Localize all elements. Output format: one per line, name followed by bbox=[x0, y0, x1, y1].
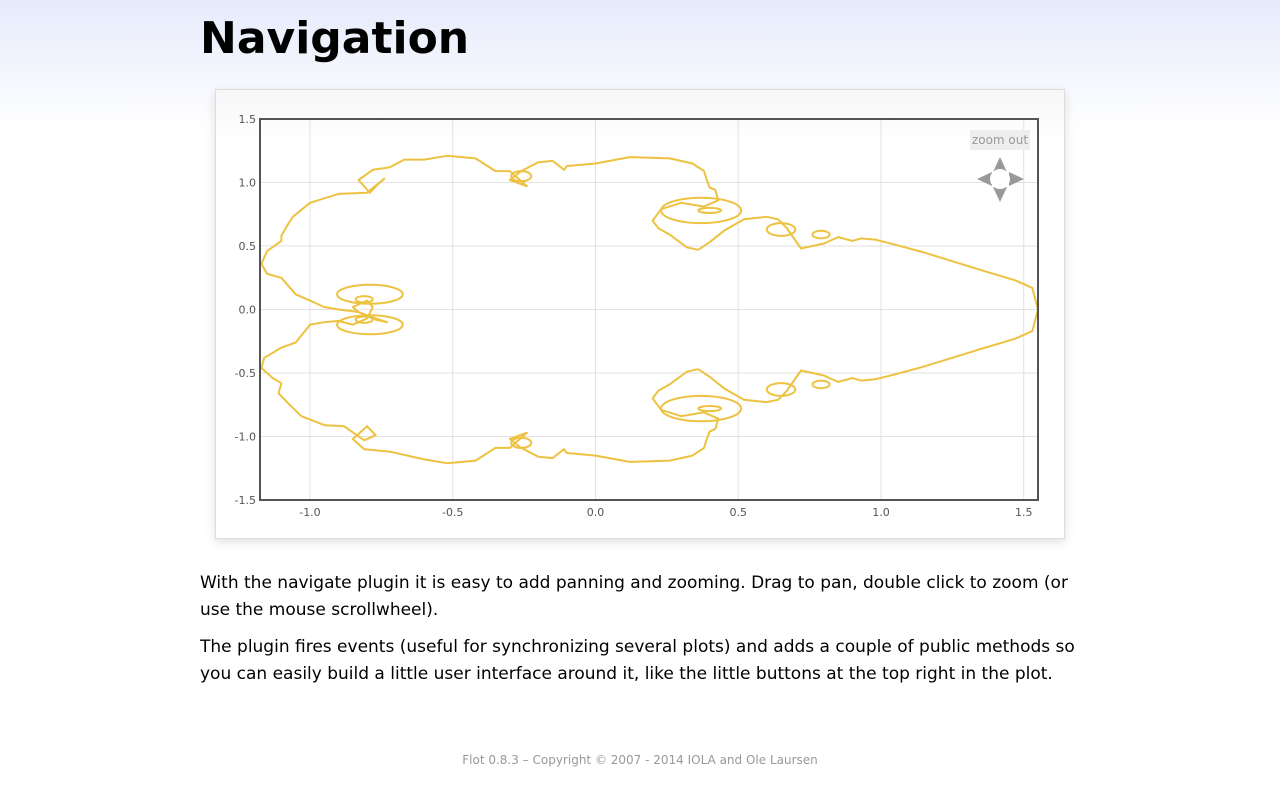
chart-canvas[interactable]: -1.0 -0.5 0.0 0.5 1.0 1.5 1.51.00.50.0-0.5-1.… bbox=[216, 90, 1064, 538]
series-layer bbox=[260, 154, 1039, 465]
series-loop bbox=[510, 170, 533, 183]
series-loop bbox=[660, 196, 743, 225]
x-tick-label: -1.0 bbox=[299, 506, 320, 519]
y-tick-label: 0.5 bbox=[239, 240, 257, 253]
y-tick-label: 1.5 bbox=[239, 113, 257, 126]
pan-down-arrow-icon[interactable] bbox=[993, 187, 1007, 202]
y-tick-label: -1.0 bbox=[235, 431, 256, 444]
x-axis-ticks: -1.0 -0.5 0.0 0.5 1.0 1.5 bbox=[299, 506, 1032, 519]
events-paragraph: The plugin fires events (useful for sync… bbox=[200, 637, 1075, 684]
intro-paragraph: With the navigate plugin it is easy to a… bbox=[200, 573, 1068, 620]
pan-left-arrow-icon[interactable] bbox=[977, 172, 992, 186]
pan-center-icon bbox=[990, 169, 1010, 189]
x-tick-label: 1.0 bbox=[872, 506, 890, 519]
x-tick-label: 1.5 bbox=[1015, 506, 1033, 519]
series-loop bbox=[811, 229, 831, 240]
pan-up-arrow-icon[interactable] bbox=[993, 157, 1007, 172]
page-title: Navigation bbox=[200, 13, 470, 64]
y-axis-ticks: 1.5 1.0 0.5 0.0 -0.5 -1.0 -1.5 bbox=[235, 113, 256, 507]
series-loop bbox=[765, 222, 797, 237]
plot-border bbox=[259, 118, 1039, 501]
series-loop bbox=[660, 394, 743, 423]
description: With the navigate plugin it is easy to a… bbox=[200, 570, 1080, 698]
grid-lines bbox=[260, 119, 1038, 500]
series-loop bbox=[354, 315, 374, 324]
series-loop bbox=[510, 436, 533, 449]
plot-container[interactable]: -1.0 -0.5 0.0 0.5 1.0 1.5 1.5 1.0 0.5 0.0 -0.5 -1.… bbox=[215, 89, 1065, 539]
footer-copyright: Flot 0.8.3 – Copyright © 2007 - 2014 IOL… bbox=[462, 753, 818, 767]
series-loop bbox=[765, 382, 797, 397]
x-tick-label: -0.5 bbox=[442, 506, 463, 519]
y-tick-label: 0.0 bbox=[239, 304, 257, 317]
x-tick-label: 0.5 bbox=[729, 506, 747, 519]
series-loop bbox=[811, 379, 831, 390]
y-tick-label: -0.5 bbox=[235, 367, 256, 380]
zoom-out-button[interactable]: zoom out bbox=[970, 130, 1030, 150]
series-loop bbox=[697, 206, 723, 214]
series-loop bbox=[336, 314, 404, 336]
series-loop bbox=[336, 283, 404, 305]
series-loop bbox=[697, 405, 723, 413]
series-loop bbox=[354, 295, 374, 304]
y-tick-label: 1.0 bbox=[239, 177, 257, 190]
y-tick-label: -1.5 bbox=[235, 494, 256, 507]
pan-right-arrow-icon[interactable] bbox=[1009, 172, 1024, 186]
x-tick-label: 0.0 bbox=[587, 506, 605, 519]
